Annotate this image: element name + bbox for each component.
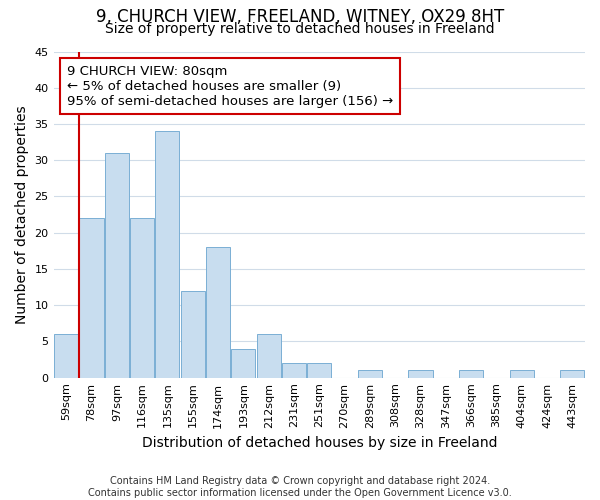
Text: Size of property relative to detached houses in Freeland: Size of property relative to detached ho… (105, 22, 495, 36)
Bar (105, 153, 129, 378)
Bar (130, 218, 154, 378)
Bar (155, 131, 179, 378)
Text: 9, CHURCH VIEW, FREELAND, WITNEY, OX29 8HT: 9, CHURCH VIEW, FREELAND, WITNEY, OX29 8… (96, 8, 504, 26)
Text: Contains HM Land Registry data © Crown copyright and database right 2024.
Contai: Contains HM Land Registry data © Crown c… (88, 476, 512, 498)
Bar (181, 290, 205, 378)
Bar (459, 370, 483, 378)
Bar (409, 370, 433, 378)
Bar (560, 370, 584, 378)
Bar (282, 363, 306, 378)
Bar (54, 334, 78, 378)
Bar (358, 370, 382, 378)
X-axis label: Distribution of detached houses by size in Freeland: Distribution of detached houses by size … (142, 436, 497, 450)
Bar (307, 363, 331, 378)
Bar (79, 218, 104, 378)
Text: 9 CHURCH VIEW: 80sqm
← 5% of detached houses are smaller (9)
95% of semi-detache: 9 CHURCH VIEW: 80sqm ← 5% of detached ho… (67, 64, 393, 108)
Y-axis label: Number of detached properties: Number of detached properties (15, 106, 29, 324)
Bar (510, 370, 534, 378)
Bar (257, 334, 281, 378)
Bar (232, 348, 256, 378)
Bar (206, 247, 230, 378)
